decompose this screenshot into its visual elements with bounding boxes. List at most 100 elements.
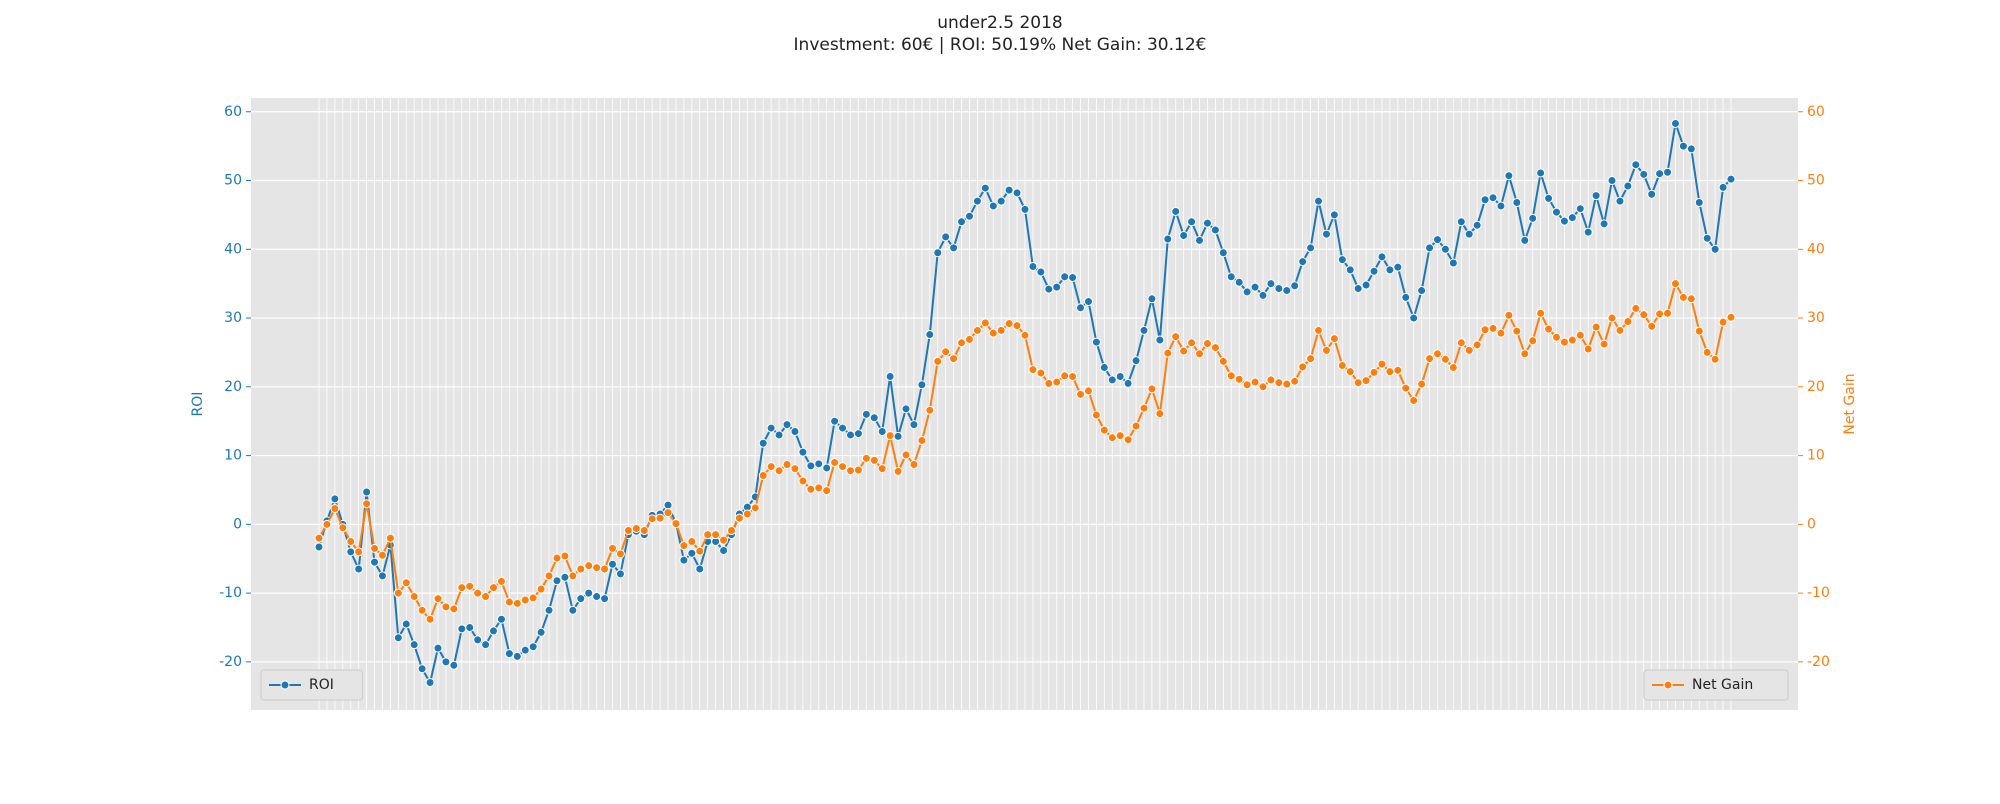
- series-marker: [687, 537, 697, 547]
- legend-marker: [280, 680, 290, 690]
- series-marker: [1290, 281, 1300, 291]
- series-marker: [830, 416, 840, 426]
- series-marker: [449, 604, 459, 614]
- series-marker: [1678, 292, 1688, 302]
- series-marker: [1068, 371, 1078, 381]
- series-marker: [1472, 340, 1482, 350]
- y-tick-label: -20: [219, 654, 242, 670]
- series-marker: [1195, 235, 1205, 245]
- series-marker: [663, 500, 673, 510]
- series-marker: [1147, 384, 1157, 394]
- series-marker: [1091, 337, 1101, 347]
- series-marker: [766, 462, 776, 472]
- series-marker: [1298, 257, 1308, 267]
- series-marker: [1655, 309, 1665, 319]
- series-marker: [536, 627, 546, 637]
- series-marker: [1726, 312, 1736, 322]
- series-marker: [766, 423, 776, 433]
- series-marker: [1369, 266, 1379, 276]
- series-marker: [1607, 176, 1617, 186]
- series-marker: [1401, 383, 1411, 393]
- series-marker: [1226, 371, 1236, 381]
- series-marker: [758, 438, 768, 448]
- series-marker: [1004, 319, 1014, 329]
- series-marker: [1718, 317, 1728, 327]
- series-marker: [719, 535, 729, 545]
- series-marker: [1615, 196, 1625, 206]
- series-marker: [1083, 386, 1093, 396]
- series-marker: [417, 664, 427, 674]
- series-marker: [1099, 425, 1109, 435]
- series-marker: [1115, 431, 1125, 441]
- series-marker: [1520, 349, 1530, 359]
- series-marker: [1520, 235, 1530, 245]
- series-marker: [1710, 244, 1720, 254]
- series-marker: [1663, 308, 1673, 318]
- series-marker: [346, 537, 356, 547]
- series-marker: [576, 564, 586, 574]
- series-marker: [1060, 272, 1070, 282]
- series-marker: [584, 561, 594, 571]
- series-marker: [496, 614, 506, 624]
- series-marker: [1274, 283, 1284, 293]
- series-marker: [615, 549, 625, 559]
- series-marker: [774, 430, 784, 440]
- series-marker: [568, 571, 578, 581]
- series-marker: [1464, 229, 1474, 239]
- series-marker: [1139, 403, 1149, 413]
- series-marker: [1028, 365, 1038, 375]
- series-marker: [1377, 252, 1387, 262]
- series-marker: [481, 640, 491, 650]
- series-marker: [941, 232, 951, 242]
- series-marker: [1274, 378, 1284, 388]
- series-marker: [798, 447, 808, 457]
- series-marker: [1195, 349, 1205, 359]
- series-marker: [853, 429, 863, 439]
- series-marker: [536, 584, 546, 594]
- series-marker: [1425, 354, 1435, 364]
- series-marker: [838, 423, 848, 433]
- series-marker: [1456, 217, 1466, 227]
- series-marker: [1647, 321, 1657, 331]
- series-marker: [1623, 316, 1633, 326]
- y2-tick-label: -10: [1807, 585, 1830, 601]
- series-marker: [1599, 219, 1609, 229]
- series-marker: [1258, 290, 1268, 300]
- series-marker: [695, 546, 705, 556]
- series-marker: [1337, 255, 1347, 265]
- series-marker: [1472, 220, 1482, 230]
- series-marker: [806, 484, 816, 494]
- series-marker: [909, 460, 919, 470]
- series-marker: [592, 592, 602, 602]
- series-marker: [790, 464, 800, 474]
- series-marker: [520, 595, 530, 605]
- series-marker: [1631, 303, 1641, 313]
- y-tick-label: 50: [224, 173, 242, 189]
- series-marker: [1496, 328, 1506, 338]
- series-marker: [544, 571, 554, 581]
- series-marker: [949, 354, 959, 364]
- series-marker: [1686, 144, 1696, 154]
- series-marker: [576, 594, 586, 604]
- series-marker: [734, 513, 744, 523]
- series-marker: [1218, 248, 1228, 258]
- series-marker: [354, 564, 364, 574]
- series-marker: [608, 559, 618, 569]
- series-marker: [1559, 337, 1569, 347]
- y2-tick-label: 60: [1807, 104, 1825, 120]
- series-marker: [1210, 225, 1220, 235]
- series-marker: [1218, 356, 1228, 366]
- series-marker: [964, 211, 974, 221]
- series-marker: [1488, 323, 1498, 333]
- series-marker: [988, 328, 998, 338]
- series-marker: [457, 624, 467, 634]
- series-marker: [1702, 233, 1712, 243]
- series-marker: [1528, 336, 1538, 346]
- series-marker: [1226, 272, 1236, 282]
- series-marker: [980, 318, 990, 328]
- series-marker: [1639, 310, 1649, 320]
- series-marker: [1567, 335, 1577, 345]
- series-marker: [465, 622, 475, 632]
- series-marker: [1282, 379, 1292, 389]
- series-marker: [1583, 227, 1593, 237]
